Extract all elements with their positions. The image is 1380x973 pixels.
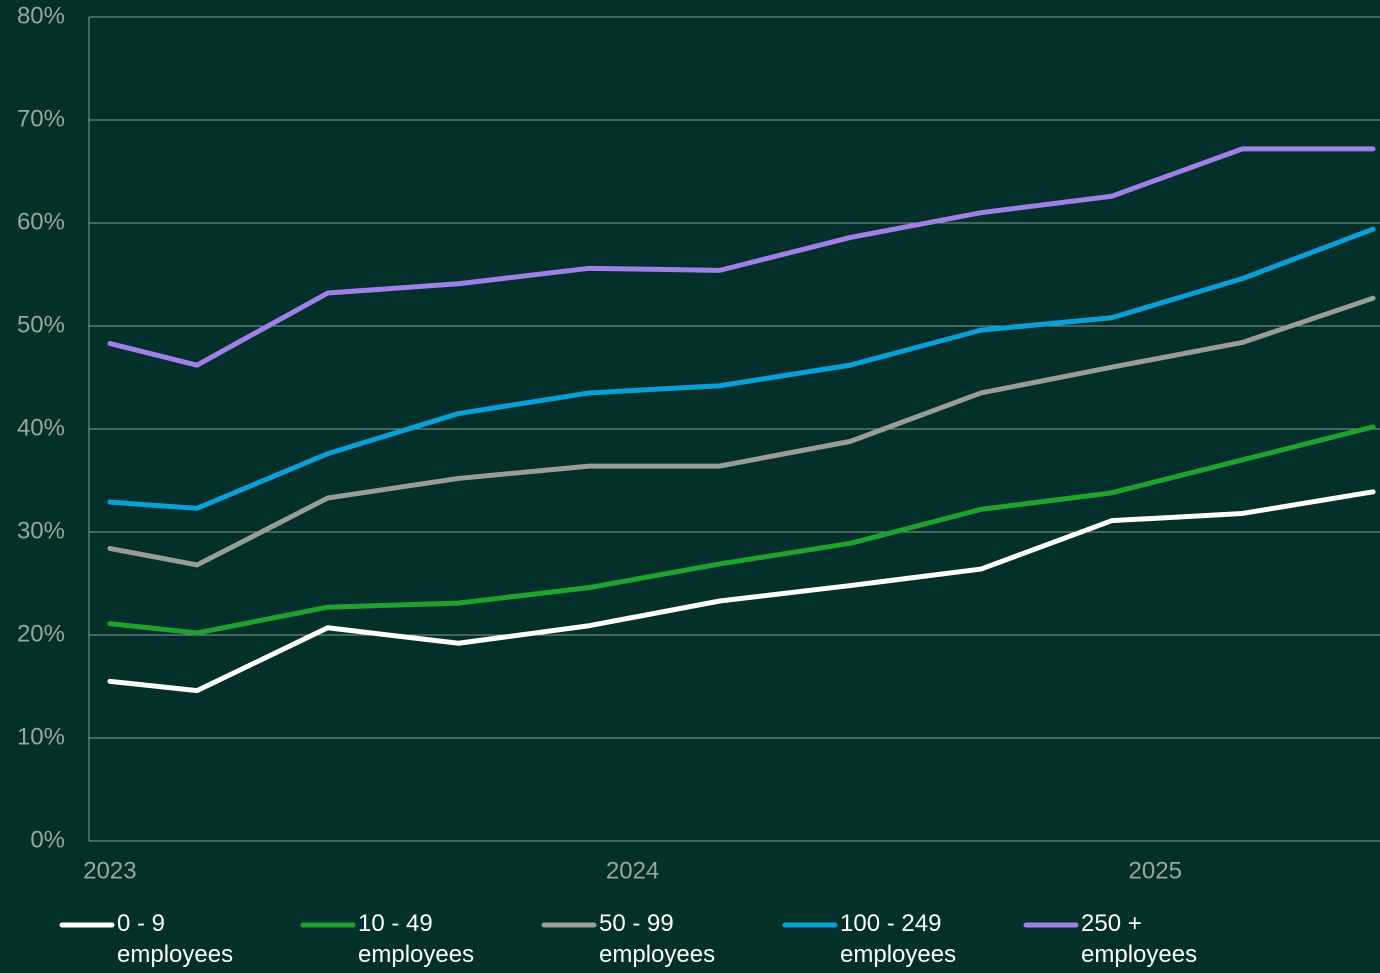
series-line [107, 295, 1376, 568]
x-tick-label: 2024 [606, 857, 659, 884]
legend-label: 50 - 99 employees [599, 910, 716, 968]
y-tick-label: 10% [17, 723, 65, 750]
y-tick-label: 80% [17, 2, 65, 29]
y-tick-label: 40% [17, 414, 65, 441]
y-tick-label: 70% [17, 105, 65, 132]
x-tick-label: 2025 [1129, 857, 1182, 884]
legend-label: 10 - 49 employees [358, 910, 475, 968]
legend-label: 0 - 9 employees [117, 910, 234, 968]
series-line [107, 146, 1376, 368]
series-line [107, 489, 1376, 694]
y-tick-label: 0% [30, 826, 65, 853]
y-tick-label: 60% [17, 208, 65, 235]
y-tick-label: 50% [17, 311, 65, 338]
y-tick-label: 30% [17, 517, 65, 544]
y-tick-label: 20% [17, 620, 65, 647]
legend-label: 250 + employees [1081, 910, 1198, 968]
x-tick-label: 2023 [83, 857, 136, 884]
series-line [107, 226, 1376, 511]
series-line [107, 424, 1376, 636]
legend-label: 100 - 249 employees [840, 910, 957, 968]
